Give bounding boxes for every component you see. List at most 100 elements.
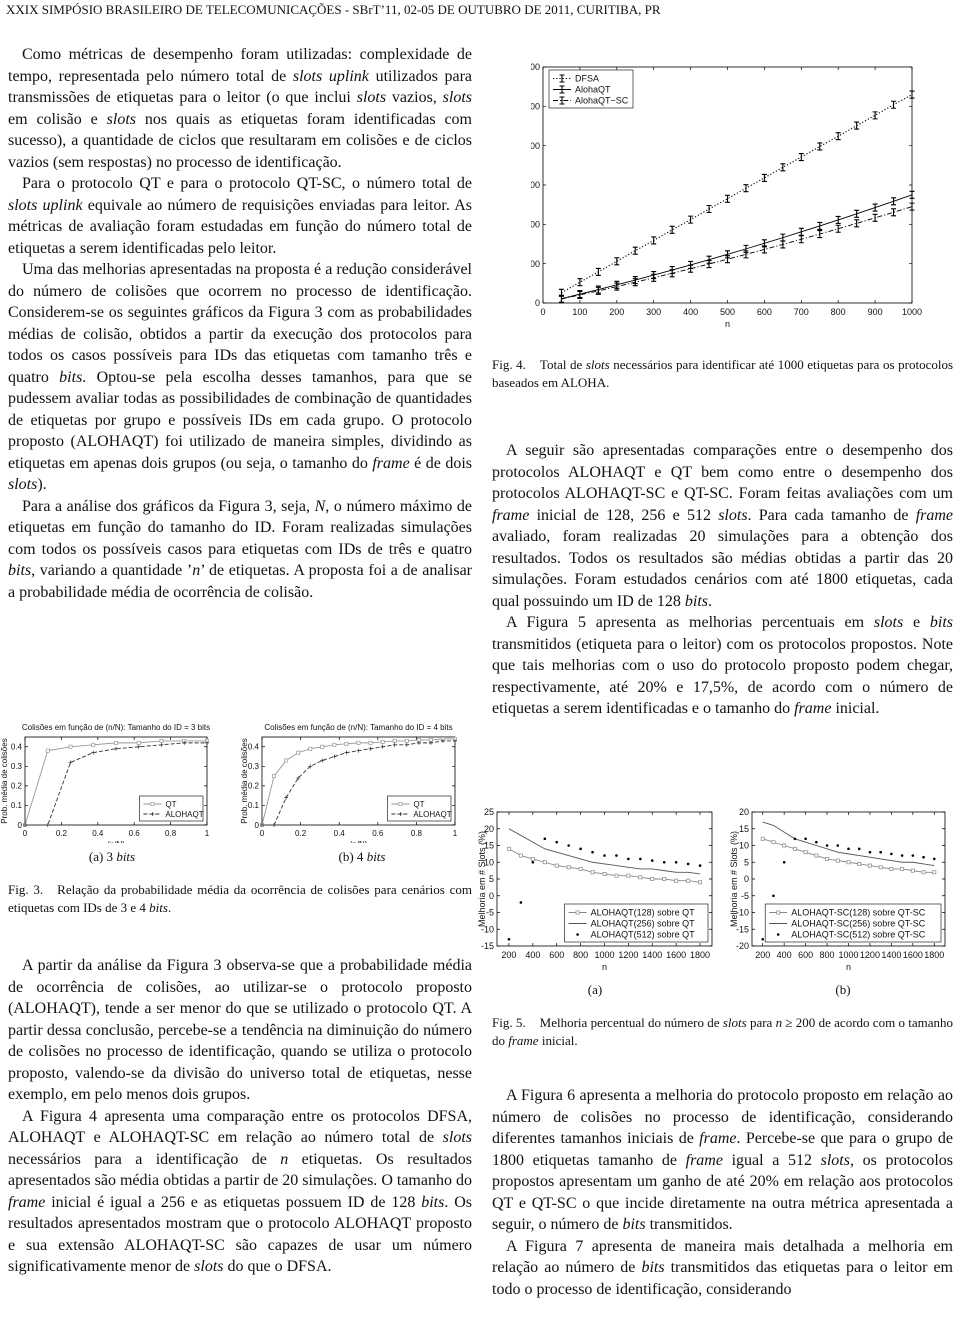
y-tick-label: 0 [744, 874, 749, 884]
text-run: A seguir são apresentadas comparações en… [492, 442, 953, 502]
chart: 0 0.2 0.4 0.6 0.8 1 0 0.1 0.2 0.3 0.4 Colisões em f… [240, 723, 458, 843]
marker [380, 744, 385, 749]
italic-run: slots [106, 110, 137, 128]
marker [798, 153, 804, 162]
figure-caption: Fig. 5. Melhoria percentual do número de … [492, 1014, 953, 1049]
marker [803, 850, 808, 855]
text-run: A Figura 6 apresenta a melhoria do proto… [492, 1087, 953, 1147]
paragraph: A Figura 6 apresenta a melhoria do proto… [492, 1085, 953, 1236]
y-tick-label: 10 [739, 841, 749, 851]
marker [159, 742, 164, 747]
marker [780, 163, 786, 172]
italic-run: n [192, 562, 201, 579]
italic-run: bits [421, 1193, 445, 1211]
italic-run: bits [622, 1216, 646, 1233]
text-run: A Figura 4 apresenta uma comparação entr… [8, 1107, 472, 1147]
marker [793, 837, 797, 841]
x-tick-label: 600 [798, 950, 813, 960]
italic-run: bits [59, 368, 83, 386]
marker [404, 738, 409, 743]
text-run: . Percebe-se que para o grupo de 1800 et… [492, 1130, 953, 1169]
y-tick-label: -5 [741, 891, 749, 901]
marker [543, 837, 547, 841]
paragraph: A Figura 5 apresenta as melhorias percen… [492, 612, 953, 720]
series-line [508, 828, 701, 875]
marker [891, 208, 897, 217]
series-line [561, 194, 913, 300]
italic-run: slots [873, 614, 904, 631]
text-run: . Os resultados apresentados mostram que… [8, 1193, 473, 1276]
legend-box [764, 903, 942, 943]
x-tick-label: 300 [646, 307, 661, 317]
italic-run: bits [929, 614, 953, 631]
marker [879, 850, 882, 854]
marker [857, 847, 861, 851]
marker [932, 870, 937, 875]
marker [554, 863, 559, 868]
paragraph: Para a análise dos gráficos da Figura 3,… [8, 496, 472, 604]
italic-run: slots [718, 506, 748, 524]
marker [182, 740, 187, 745]
italic-run: bits [684, 592, 708, 610]
text-run: avaliado, foram realizadas 20 simulações… [492, 528, 953, 610]
marker [356, 740, 361, 745]
y-tick-label: 5 [489, 874, 494, 884]
chart-title: Colisões em função de (n/N): Tamanho do … [22, 723, 210, 732]
italic-run: bits [116, 849, 136, 864]
x-axis-label: n [846, 962, 851, 972]
text-run: inicial é igual a 256 e as etiquetas pos… [45, 1193, 422, 1211]
marker [614, 282, 620, 291]
marker [344, 741, 349, 746]
y-tick-label: -15 [481, 941, 494, 951]
text-run: . [167, 899, 172, 915]
text-run: (a) 3 [88, 849, 117, 864]
marker [627, 857, 630, 861]
text-run: , variando a quantidade ’ [31, 562, 193, 579]
marker [332, 754, 337, 759]
paragraph: Como métricas de desempenho foram utiliz… [8, 44, 472, 173]
y-tick-label: 2000 [531, 219, 540, 229]
x-tick-label: 400 [525, 950, 540, 960]
y-tick-label: 25 [484, 807, 494, 817]
text-run: Relação da probabilidade média da ocorrê… [8, 882, 472, 915]
marker [835, 132, 841, 141]
marker [559, 85, 565, 94]
x-tick-label: 500 [720, 307, 735, 317]
italic-run: uplink [328, 67, 369, 85]
text-run: Total de [539, 357, 586, 372]
x-tick-label: 800 [820, 950, 835, 960]
marker [688, 215, 694, 224]
italic-run: slots [820, 1151, 850, 1169]
x-tick-label: 1200 [860, 950, 880, 960]
x-tick-label: 1000 [902, 307, 922, 317]
marker [595, 286, 601, 295]
y-tick-label: 0.2 [248, 782, 260, 791]
legend-label: QT [413, 800, 424, 809]
marker [368, 740, 373, 745]
marker [798, 227, 804, 236]
marker [846, 860, 851, 865]
marker [136, 740, 141, 745]
text-run: A Figura 7 apresenta de maneira mais det… [492, 1237, 953, 1277]
y-tick-label: 0.2 [11, 782, 23, 791]
x-tick-label: 800 [573, 950, 588, 960]
marker [320, 744, 325, 749]
marker [909, 202, 915, 211]
marker [854, 209, 860, 218]
text-run: e [903, 614, 930, 631]
marker [900, 866, 905, 871]
marker [698, 880, 703, 885]
marker [835, 858, 840, 863]
plot-frame [261, 736, 456, 826]
subcaption: (b) [835, 982, 851, 997]
x-tick-label: 600 [757, 307, 772, 317]
marker [542, 860, 547, 865]
marker [686, 878, 691, 883]
y-tick-label: -5 [486, 908, 494, 918]
italic-run: frame [508, 1032, 539, 1048]
marker [284, 795, 289, 800]
x-tick-label: 0.8 [411, 829, 423, 838]
text-run: (b) 4 [338, 849, 367, 864]
y-tick-label: -10 [481, 924, 494, 934]
y-tick-label: 0.4 [248, 743, 260, 752]
